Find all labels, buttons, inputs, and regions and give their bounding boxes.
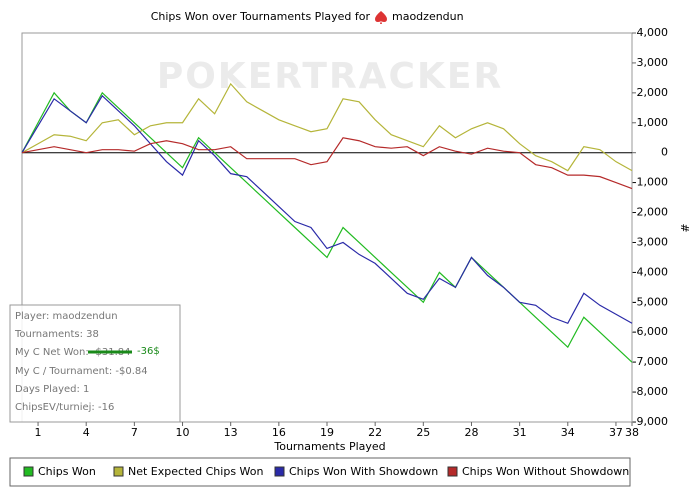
legend-label: Chips Won: [38, 465, 96, 478]
series-line: [21, 82, 633, 172]
legend-swatch: [274, 466, 285, 477]
info-line: Tournaments: 38: [14, 329, 99, 340]
y-tick-label: 1,000: [637, 116, 669, 129]
x-tick-label: 34: [561, 426, 575, 439]
series-line: [21, 94, 633, 324]
x-tick-label: 37: [609, 426, 623, 439]
y-tick-label: 0: [661, 146, 668, 159]
x-tick-label: 28: [464, 426, 478, 439]
info-line: Days Played: 1: [15, 384, 89, 395]
info-frame: [9, 304, 181, 423]
series-line: [21, 137, 633, 190]
y-tick-label: 3,000: [637, 56, 669, 69]
legend-swatch: [113, 466, 124, 477]
x-tick-label: 10: [176, 426, 190, 439]
y-axis-label: #: [678, 223, 691, 232]
y-tick-label: -4,000: [633, 265, 668, 278]
chart-title: Chips Won over Tournaments Played for: [151, 10, 371, 23]
x-tick-label: 22: [368, 426, 382, 439]
info-line: ChipsEV/turniej: -16: [15, 402, 114, 413]
x-tick-label: 16: [272, 426, 286, 439]
y-tick-label: -9,000: [633, 415, 668, 428]
y-tick-label: -8,000: [633, 385, 668, 398]
player-name: maodzendun: [392, 10, 464, 23]
legend-label: Chips Won With Showdown: [289, 465, 438, 478]
legend-swatch: [447, 466, 458, 477]
handwritten-note: -36$: [137, 346, 160, 357]
watermark: POKERTRACKER: [157, 56, 503, 97]
y-tick-label: -2,000: [633, 206, 668, 219]
legend-label: Net Expected Chips Won: [128, 465, 264, 478]
legend-label: Chips Won Without Showdown: [462, 465, 629, 478]
y-tick-label: -7,000: [633, 355, 668, 368]
y-tick-label: -3,000: [633, 235, 668, 248]
x-tick-label: 25: [416, 426, 430, 439]
x-tick-label: 38: [625, 426, 639, 439]
y-tick-label: -1,000: [633, 176, 668, 189]
x-tick-label: 4: [83, 426, 90, 439]
y-tick-label: -6,000: [633, 325, 668, 338]
info-box: Player: maodzendun Tournaments: 38 My C Ne…: [9, 304, 181, 423]
spade-icon: [375, 11, 387, 24]
legend-swatch: [23, 466, 34, 477]
info-line: Player: maodzendun: [15, 311, 118, 322]
x-axis-label: Tournaments Played: [273, 440, 385, 453]
x-tick-label: 19: [320, 426, 334, 439]
x-tick-label: 13: [224, 426, 238, 439]
x-tick-label: 31: [513, 426, 527, 439]
y-tick-label: 2,000: [637, 86, 669, 99]
x-tick-label: 7: [131, 426, 138, 439]
info-line: My C / Tournament: -$0.84: [15, 366, 148, 377]
series-line: [21, 91, 633, 363]
legend-frame: [9, 457, 631, 487]
y-tick-label: 4,000: [637, 26, 669, 39]
y-tick-label: -5,000: [633, 295, 668, 308]
info-line: My C Net Won: -$31.84: [15, 347, 131, 358]
x-tick-label: 1: [35, 426, 42, 439]
